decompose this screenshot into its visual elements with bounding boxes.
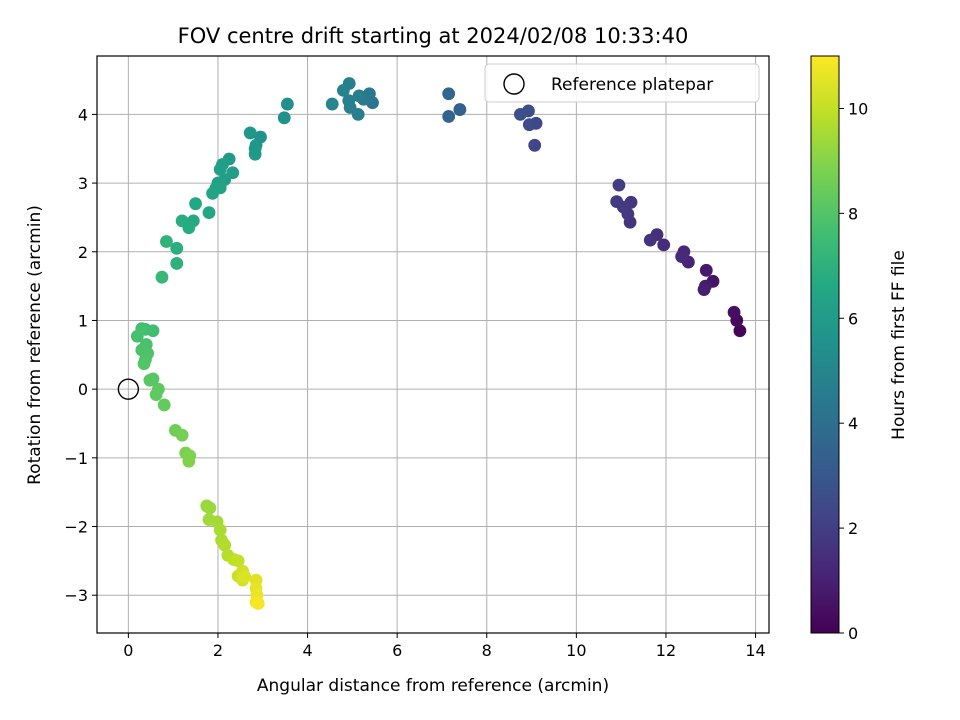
data-point — [352, 89, 366, 103]
data-point — [442, 87, 456, 101]
y-tick-label: 1 — [78, 311, 88, 330]
legend: Reference platepar — [484, 63, 760, 103]
colorbar-tick-label: 0 — [848, 624, 858, 643]
grid-lines — [97, 56, 769, 633]
data-point — [189, 197, 202, 211]
colorbar-tick-label: 10 — [848, 99, 868, 118]
legend-entry: Reference platepar — [551, 75, 713, 95]
data-point — [243, 126, 257, 140]
x-tick-label: 8 — [482, 641, 492, 660]
x-tick-label: 12 — [656, 641, 676, 660]
colorbar-tick-label: 8 — [848, 204, 858, 223]
data-point — [175, 428, 189, 442]
data-point — [130, 329, 144, 343]
data-point — [206, 186, 219, 200]
data-point — [675, 250, 689, 263]
x-tick-label: 0 — [123, 641, 133, 660]
data-point — [175, 214, 189, 228]
data-point — [203, 501, 217, 515]
x-tick-label: 6 — [392, 641, 402, 660]
data-point — [213, 523, 227, 537]
data-point — [727, 305, 741, 319]
colorbar-tick-label: 4 — [848, 414, 858, 433]
reference-point — [117, 378, 140, 400]
data-point — [238, 570, 252, 584]
data-point — [155, 270, 169, 284]
y-tick-label: −1 — [64, 449, 88, 468]
data-point — [251, 597, 265, 610]
colorbar-tick-label: 6 — [848, 309, 858, 328]
data-point — [248, 147, 262, 161]
colorbar-gradient — [810, 55, 840, 634]
data-point — [697, 283, 711, 296]
data-point — [442, 110, 456, 123]
data-point — [202, 206, 216, 220]
data-point — [513, 107, 527, 121]
data-point — [643, 233, 657, 247]
data-points — [130, 77, 747, 610]
reference-point-layer — [117, 378, 140, 400]
y-axis-label: Rotation from reference (arcmin) — [25, 205, 45, 485]
data-point — [143, 373, 157, 387]
data-point — [218, 538, 232, 552]
data-point — [213, 162, 227, 176]
data-point — [277, 111, 291, 125]
data-point — [453, 103, 467, 116]
data-point — [612, 178, 626, 192]
data-point — [281, 97, 294, 111]
x-axis-ticks: 0 2 4 6 8 10 12 14 — [123, 633, 766, 660]
data-point — [170, 241, 184, 255]
data-point — [657, 238, 671, 252]
data-point — [157, 398, 171, 412]
colorbar: 0 2 4 6 8 10 Hours from first FF file — [810, 55, 909, 643]
data-point — [149, 388, 163, 402]
data-point — [337, 83, 350, 97]
x-axis-label: Angular distance from reference (arcmin) — [257, 676, 609, 696]
data-point — [231, 554, 245, 568]
legend-marker — [503, 73, 525, 95]
x-tick-label: 14 — [745, 641, 765, 660]
data-point — [342, 94, 356, 108]
y-tick-label: 2 — [78, 243, 88, 262]
y-tick-label: 3 — [78, 174, 88, 193]
colorbar-label: Hours from first FF file — [889, 250, 909, 440]
data-point — [528, 138, 542, 152]
x-tick-label: 4 — [302, 641, 312, 660]
x-tick-label: 10 — [566, 641, 586, 660]
y-tick-label: 0 — [78, 380, 88, 399]
chart-title: FOV centre drift starting at 2024/02/08 … — [178, 24, 689, 48]
colorbar-ticks: 0 2 4 6 8 10 — [839, 99, 868, 643]
data-point — [610, 195, 624, 209]
data-point — [160, 235, 173, 248]
data-point — [733, 324, 747, 338]
y-axis-ticks: −3 −2 −1 0 1 2 3 4 — [64, 105, 97, 605]
x-tick-label: 2 — [213, 641, 223, 660]
legend-box — [484, 63, 760, 103]
data-point — [325, 97, 339, 111]
data-point — [170, 257, 184, 270]
y-tick-label: −3 — [64, 586, 88, 605]
colorbar-tick-label: 2 — [848, 519, 858, 538]
data-point — [522, 118, 536, 132]
data-point — [137, 357, 151, 371]
data-point — [182, 454, 196, 468]
data-point — [699, 263, 713, 277]
y-tick-label: −2 — [64, 518, 88, 537]
y-tick-label: 4 — [78, 105, 88, 124]
plot-frame — [96, 55, 770, 634]
